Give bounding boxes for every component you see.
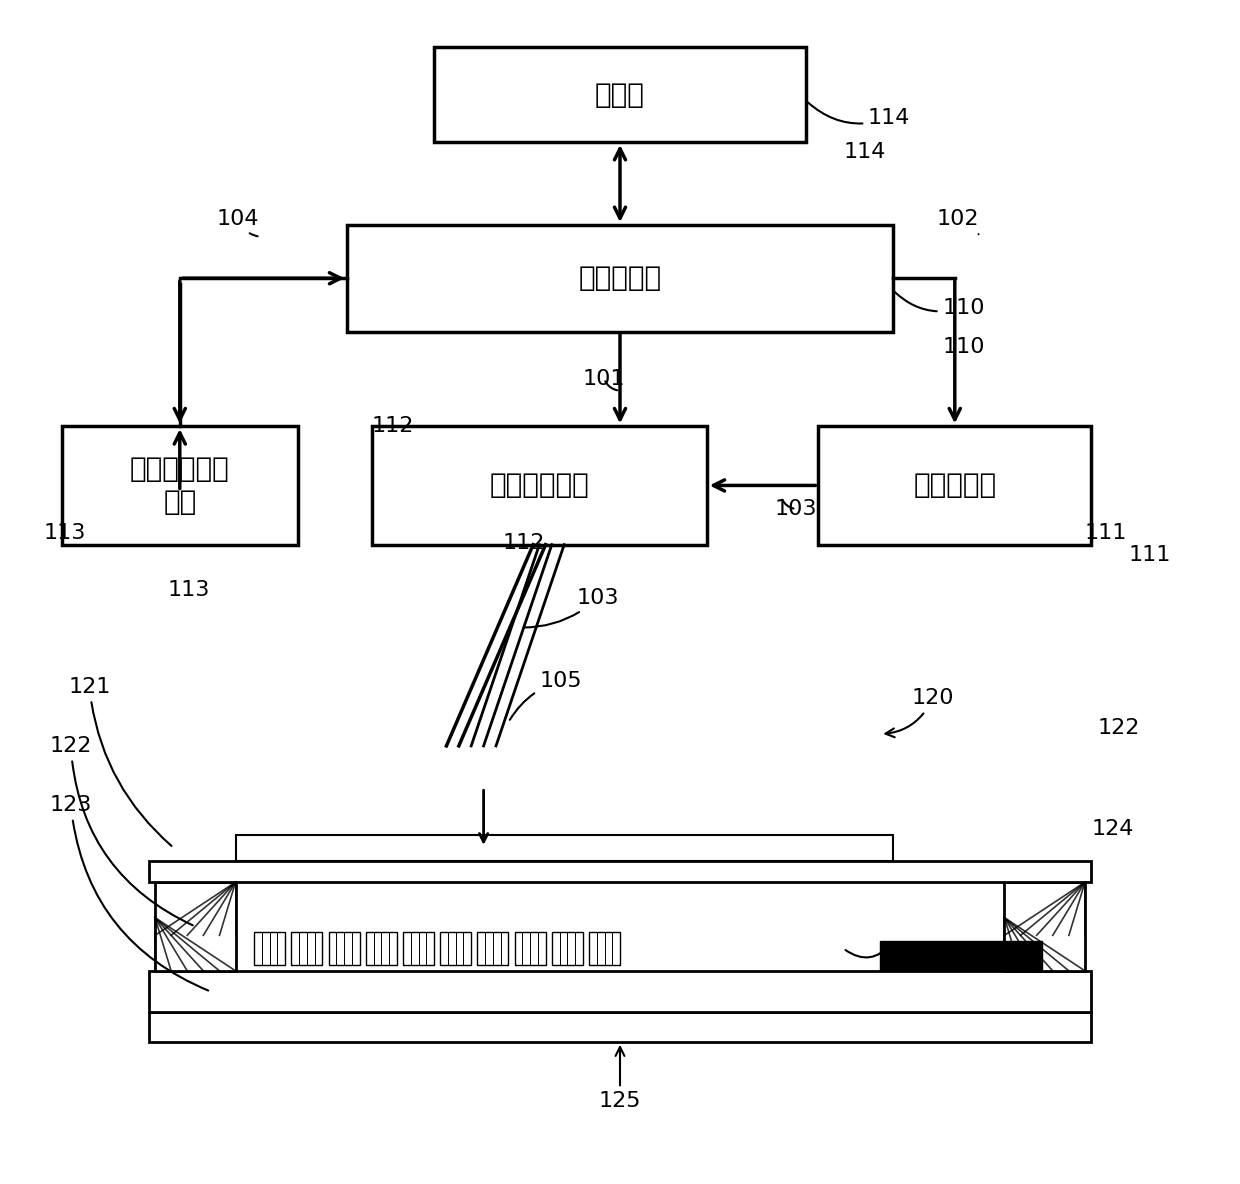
Bar <box>515 932 546 965</box>
Text: 122: 122 <box>1097 718 1140 738</box>
Text: 温度测量控制
模块: 温度测量控制 模块 <box>130 455 229 516</box>
Bar <box>440 932 471 965</box>
Text: 103: 103 <box>775 498 817 519</box>
Text: 激光扫描模块: 激光扫描模块 <box>490 471 589 500</box>
Text: 121: 121 <box>68 676 171 845</box>
Bar <box>149 861 1091 882</box>
Text: 123: 123 <box>50 794 208 991</box>
FancyBboxPatch shape <box>372 426 707 545</box>
Bar <box>589 932 620 965</box>
Bar <box>291 932 322 965</box>
Text: 114: 114 <box>843 142 885 162</box>
Bar <box>477 932 508 965</box>
FancyBboxPatch shape <box>818 426 1091 545</box>
Bar <box>403 932 434 965</box>
Bar <box>552 932 583 965</box>
FancyBboxPatch shape <box>347 225 893 332</box>
Text: 105: 105 <box>510 670 582 720</box>
FancyBboxPatch shape <box>434 47 806 142</box>
Text: 103: 103 <box>523 587 619 628</box>
Text: 104: 104 <box>217 208 259 237</box>
Text: 110: 110 <box>942 337 985 358</box>
Text: 112: 112 <box>502 533 544 553</box>
Text: 上位机: 上位机 <box>595 81 645 109</box>
Text: 113: 113 <box>167 580 210 600</box>
Text: 112: 112 <box>372 416 414 436</box>
Text: 101: 101 <box>583 368 625 391</box>
Text: 110: 110 <box>895 292 985 317</box>
Text: 111: 111 <box>1085 522 1127 542</box>
Bar <box>149 1012 1091 1042</box>
Text: 114: 114 <box>808 103 910 128</box>
Bar <box>880 941 1042 971</box>
Bar <box>155 882 236 971</box>
FancyBboxPatch shape <box>62 426 298 545</box>
Text: 120: 120 <box>885 688 954 738</box>
Text: 113: 113 <box>43 522 86 542</box>
Text: 124: 124 <box>1091 818 1133 838</box>
Bar <box>329 932 360 965</box>
Bar <box>1004 882 1085 971</box>
Bar <box>254 932 285 965</box>
Bar <box>149 971 1091 1012</box>
Text: 111: 111 <box>1128 545 1171 565</box>
Text: 122: 122 <box>50 735 192 926</box>
Text: 控制器模块: 控制器模块 <box>578 264 662 292</box>
Bar <box>236 835 893 861</box>
Text: 102: 102 <box>936 208 978 234</box>
Text: 125: 125 <box>599 1047 641 1111</box>
Text: 激光器模块: 激光器模块 <box>913 471 997 500</box>
Bar <box>366 932 397 965</box>
